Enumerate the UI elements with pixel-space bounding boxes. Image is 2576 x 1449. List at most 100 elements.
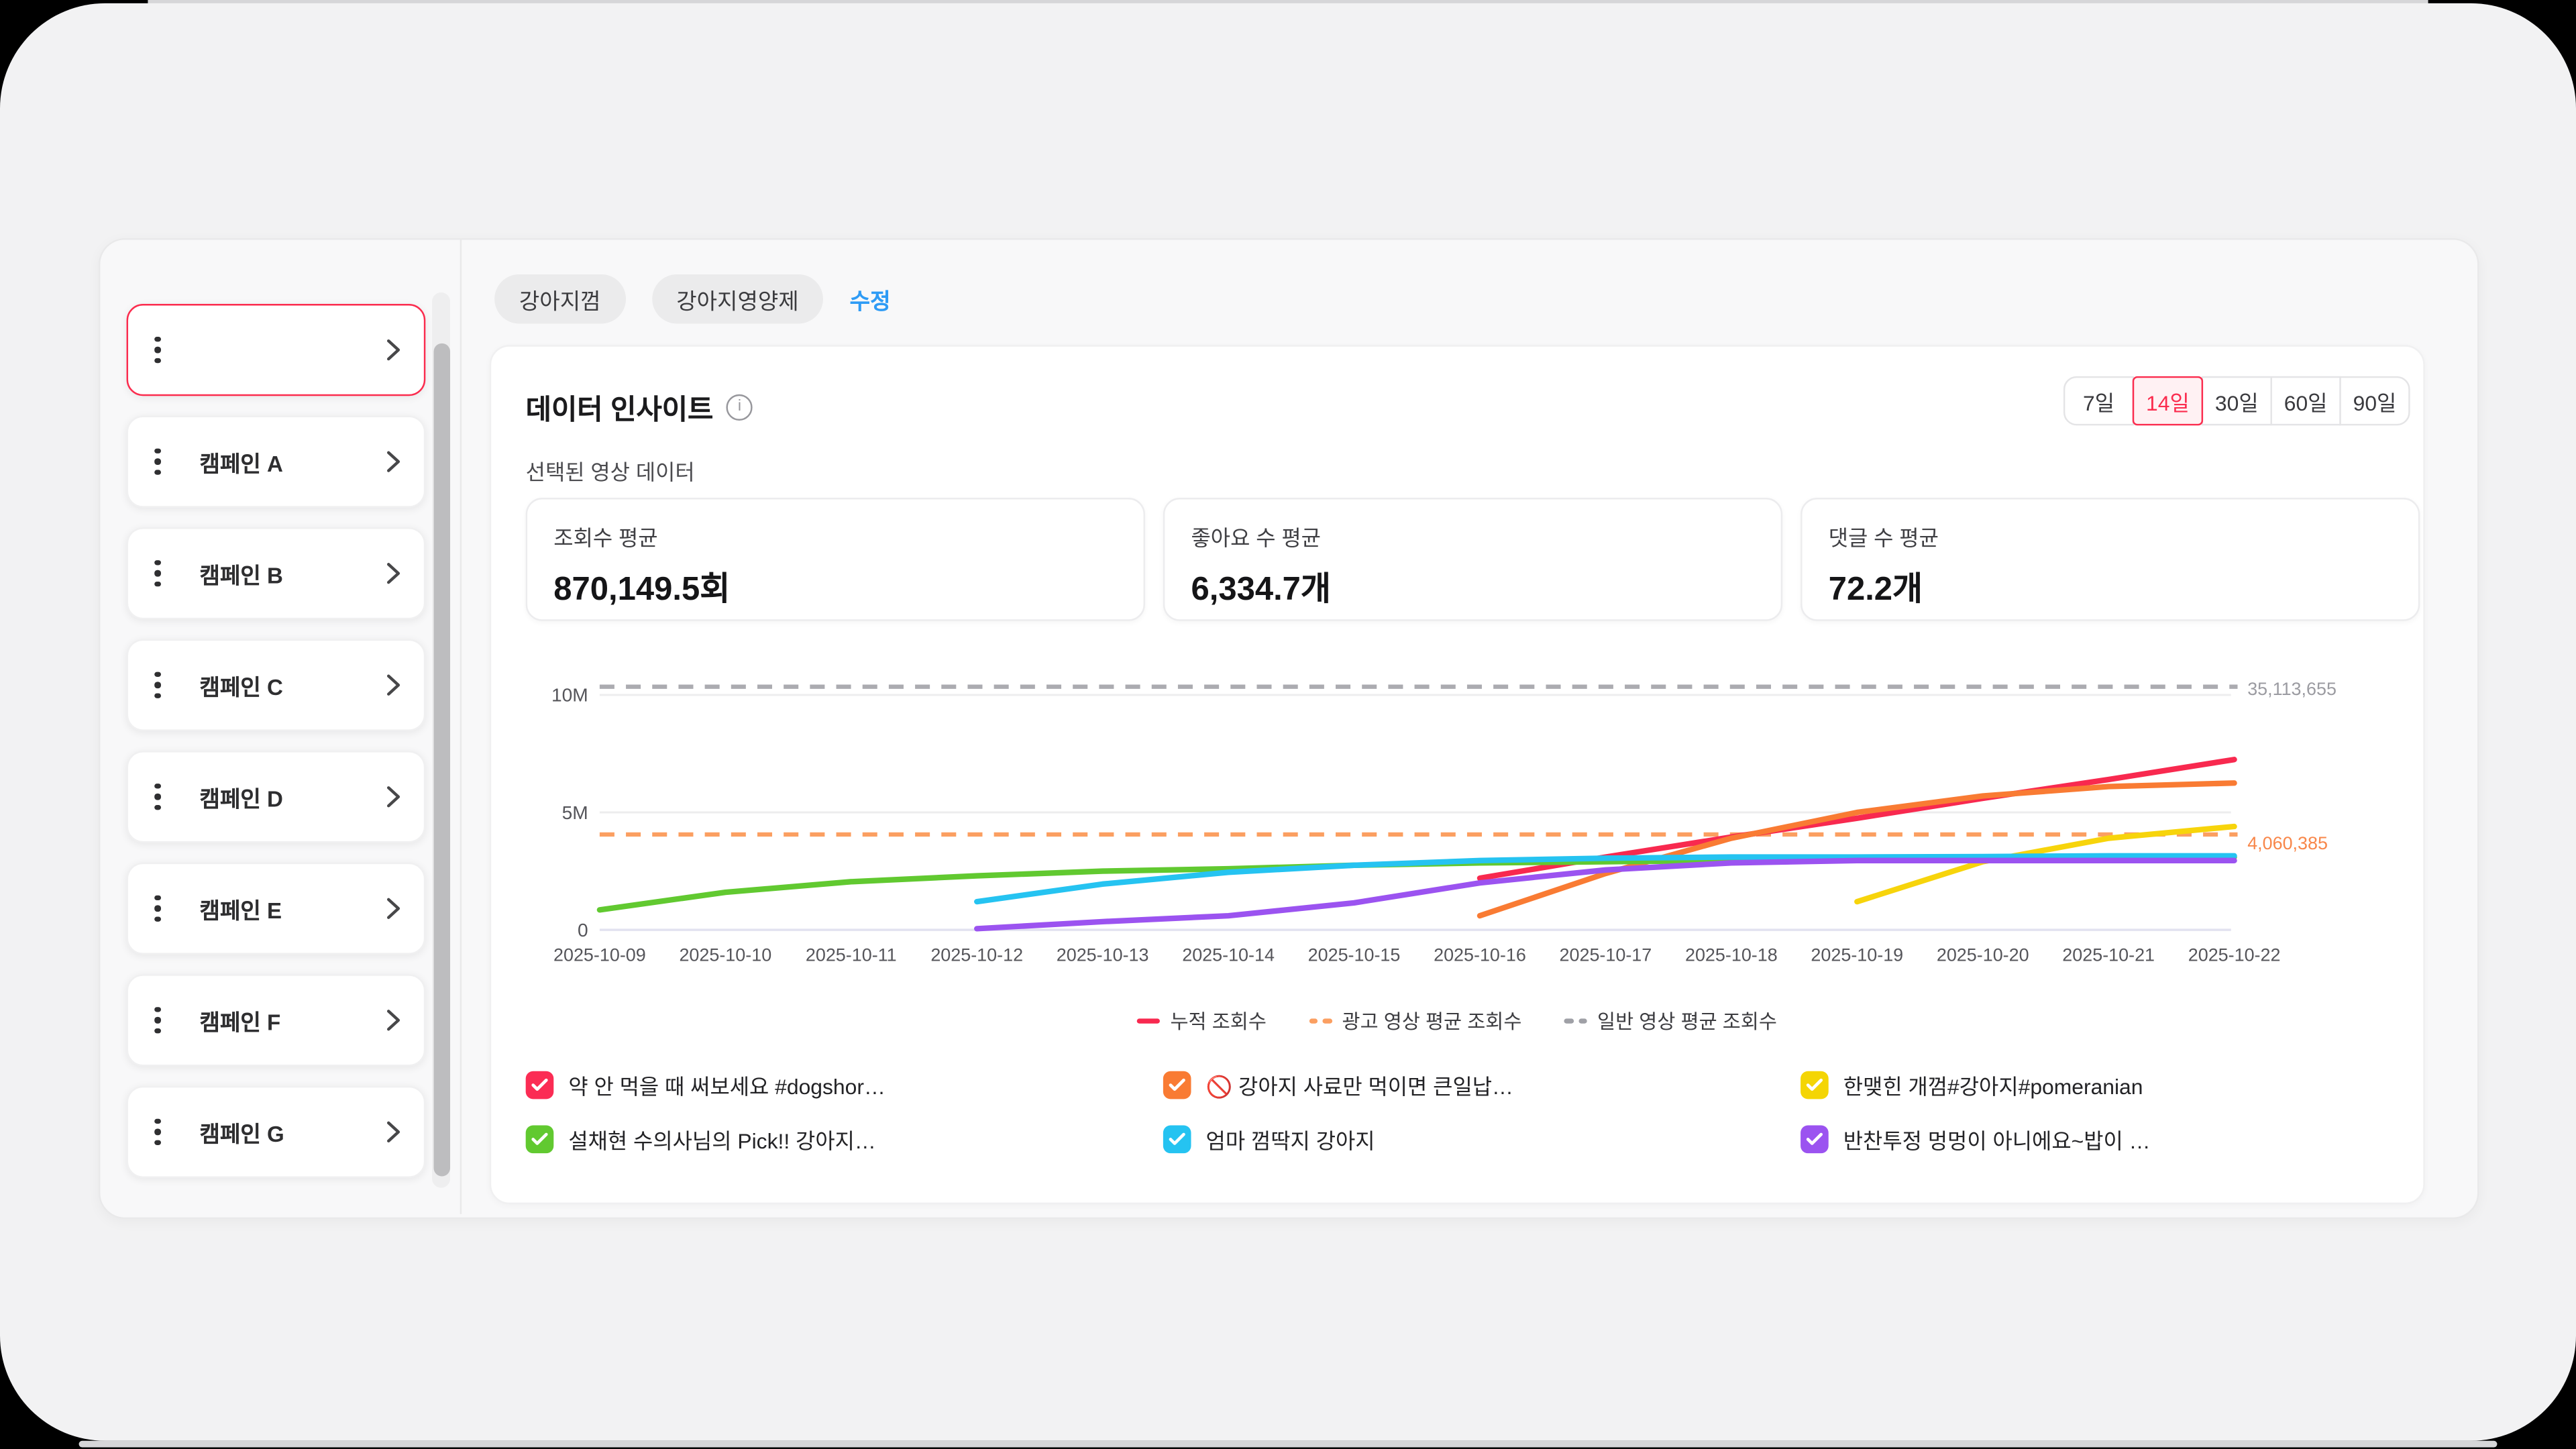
range-button[interactable]: 30일	[2201, 376, 2272, 426]
kebab-dot	[154, 347, 160, 353]
chart-y-tick-label: 5M	[562, 802, 588, 823]
legend-dashed-line-icon	[1564, 1018, 1588, 1024]
range-button[interactable]: 14일	[2132, 376, 2204, 426]
kebab-menu-icon[interactable]	[151, 778, 163, 815]
chart-reference-label: 35,113,655	[2247, 679, 2337, 699]
sidebar-item-label: 캠페인 B	[199, 563, 283, 588]
page-title: 데이터 인사이트	[525, 394, 714, 426]
sidebar-item-label: 캠페인 G	[199, 1122, 284, 1147]
video-checkbox[interactable]	[1801, 1124, 1829, 1152]
range-button[interactable]: 90일	[2339, 376, 2410, 426]
sidebar-item-campaign[interactable]: 캠페인 A	[126, 415, 426, 508]
line-chart-svg: 0 5M 10M 35,113,655 4,060,385 2025-10-09 2025-…	[551, 679, 2337, 965]
kebab-dot	[154, 672, 160, 678]
dashboard-card: 캠페인 A 캠페인 B 캠페인 C 캠페인 D 캠페인 E 캠페인 F 캠페인 G 강아지껌…	[98, 238, 2479, 1220]
sidebar-item-label: 캠페인 A	[199, 451, 283, 477]
kebab-dot	[154, 1129, 160, 1135]
sidebar-item-campaign[interactable]	[126, 304, 426, 396]
kebab-dot	[154, 682, 160, 688]
kebab-menu-icon[interactable]	[151, 331, 163, 368]
sidebar-item-campaign[interactable]: 캠페인 F	[126, 974, 426, 1067]
stat-label: 좋아요 수 평균	[1191, 525, 1321, 551]
sidebar-item-campaign[interactable]: 캠페인 G	[126, 1085, 426, 1178]
sidebar-scrollbar-thumb[interactable]	[433, 343, 449, 1177]
chevron-right-icon	[386, 338, 401, 361]
video-checkbox[interactable]	[1163, 1124, 1191, 1152]
tag-chip[interactable]: 강아지껌	[494, 274, 626, 324]
chevron-right-icon	[386, 1009, 401, 1032]
chart-x-tick-label: 2025-10-13	[1057, 945, 1149, 965]
chevron-right-icon	[386, 786, 401, 808]
stats-row: 조회수 평균 870,149.5회 좋아요 수 평균 6,334.7개 댓글 수 평균 7…	[525, 498, 2420, 621]
legend-dashed-line-icon	[1309, 1018, 1332, 1024]
chart-x-tick-label: 2025-10-22	[2188, 945, 2281, 965]
sidebar-item-label: 캠페인 E	[199, 898, 282, 924]
panel-title-row: 데이터 인사이트 i	[526, 386, 753, 427]
tags-row: 강아지껌 강아지영양제 수정	[494, 274, 891, 324]
kebab-dot	[154, 794, 160, 800]
video-title: 엄마 껌딱지 강아지	[1205, 1128, 1375, 1152]
chevron-right-icon	[386, 1120, 401, 1143]
tag-chip[interactable]: 강아지영양제	[651, 274, 824, 324]
kebab-menu-icon[interactable]	[151, 890, 163, 927]
kebab-dot	[154, 905, 160, 912]
chart-series-line	[1477, 780, 2237, 919]
edit-tags-link[interactable]: 수정	[849, 289, 891, 314]
video-title: 설채현 수의사님의 Pick!! 강아지…	[568, 1128, 876, 1152]
sidebar-item-campaign[interactable]: 캠페인 E	[126, 862, 426, 955]
legend-item: 누적 조회수	[1137, 1007, 1267, 1035]
kebab-dot	[154, 458, 160, 465]
video-checkbox[interactable]	[525, 1124, 554, 1152]
video-list-item: 한맺힌 개껌#강아지#pomeranian	[1801, 1069, 2420, 1099]
chart-x-tick-label: 2025-10-17	[1560, 945, 1652, 965]
video-checkbox[interactable]	[525, 1070, 554, 1099]
chart-x-tick-label: 2025-10-11	[806, 945, 897, 965]
kebab-menu-icon[interactable]	[151, 443, 163, 480]
chart-x-tick-label: 2025-10-15	[1308, 945, 1401, 965]
chart-x-tick-label: 2025-10-09	[553, 945, 646, 965]
kebab-dot	[154, 895, 160, 901]
sidebar-item-campaign[interactable]: 캠페인 C	[126, 639, 426, 731]
sidebar-item-label: 캠페인 F	[199, 1010, 281, 1035]
chart-y-tick-label: 10M	[551, 685, 588, 706]
kebab-menu-icon[interactable]	[151, 667, 163, 704]
legend-dash	[1309, 1018, 1319, 1024]
video-title: 약 안 먹을 때 써보세요 #dogshor…	[568, 1073, 885, 1099]
chevron-right-icon	[386, 562, 401, 585]
kebab-menu-icon[interactable]	[151, 1002, 163, 1038]
chevron-right-icon	[386, 450, 401, 473]
video-list-item: 약 안 먹을 때 써보세요 #dogshor…	[525, 1069, 1145, 1099]
video-checkbox[interactable]	[1801, 1070, 1829, 1099]
stat-card: 댓글 수 평균 72.2개	[1801, 498, 2420, 621]
video-title: 반찬투정 멍멍이 아니에요~밥이 …	[1843, 1128, 2151, 1152]
chart-reference-label: 4,060,385	[2247, 833, 2328, 853]
top-edge-strip	[148, 0, 2428, 5]
kebab-menu-icon[interactable]	[151, 555, 163, 592]
kebab-dot	[154, 1139, 160, 1146]
sidebar-item-campaign[interactable]: 캠페인 B	[126, 527, 426, 620]
sidebar-item-campaign[interactable]: 캠페인 D	[126, 751, 426, 843]
video-checkbox-grid: 약 안 먹을 때 써보세요 #dogshor… 🚫 강아지 사료만 먹이면 큰일납…	[525, 1069, 2420, 1153]
video-checkbox[interactable]	[1163, 1070, 1191, 1099]
chart-series-line	[974, 853, 2237, 905]
legend-label: 일반 영상 평균 조회수	[1597, 1010, 1777, 1034]
bottom-edge-strip	[78, 1440, 2498, 1448]
legend-label: 광고 영상 평균 조회수	[1342, 1010, 1522, 1034]
chart-x-tick-label: 2025-10-10	[679, 945, 771, 965]
range-button[interactable]: 7일	[2063, 376, 2135, 426]
kebab-dot	[154, 581, 160, 587]
chart-series-line	[974, 857, 2237, 932]
kebab-menu-icon[interactable]	[151, 1114, 163, 1150]
stat-value: 6,334.7개	[1191, 572, 1332, 608]
stat-value: 72.2개	[1828, 572, 1923, 608]
date-range-selector: 7일 14일 30일 60일 90일	[2063, 376, 2410, 426]
kebab-dot	[154, 804, 160, 810]
kebab-dot	[154, 692, 160, 699]
data-insight-panel: 데이터 인사이트 i 7일 14일 30일 60일 90일 선택된 영상 데이터 조회수…	[489, 345, 2425, 1205]
kebab-dot	[154, 1006, 160, 1013]
range-button[interactable]: 60일	[2270, 376, 2341, 426]
legend-solid-line-icon	[1137, 1018, 1161, 1024]
video-title: 🚫 강아지 사료만 먹이면 큰일납…	[1205, 1073, 1513, 1099]
info-icon[interactable]: i	[726, 393, 753, 420]
